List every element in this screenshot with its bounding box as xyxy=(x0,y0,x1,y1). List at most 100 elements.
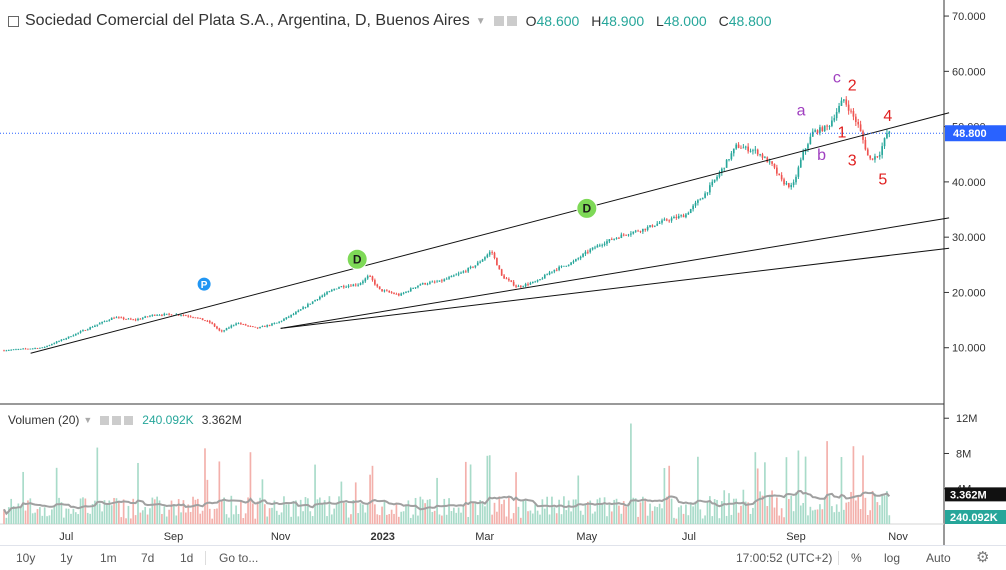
candle-body xyxy=(196,317,199,319)
candle-body xyxy=(706,192,709,194)
candle-body xyxy=(436,281,438,283)
candle-body xyxy=(541,278,544,280)
range-1m-button[interactable]: 1m xyxy=(100,551,117,565)
volume-bar xyxy=(539,514,541,524)
volume-bar xyxy=(448,498,450,524)
candle-body xyxy=(405,291,407,293)
visibility-icon[interactable] xyxy=(100,415,110,425)
collapse-icon[interactable] xyxy=(8,15,19,27)
volume-bar xyxy=(668,465,671,524)
volume-bar xyxy=(677,507,680,524)
chevron-down-icon[interactable]: ▼ xyxy=(475,15,486,27)
volume-bar xyxy=(706,502,709,524)
candle-body xyxy=(886,133,888,139)
volume-bar xyxy=(438,514,441,524)
candle-body xyxy=(692,205,694,210)
volume-bar xyxy=(792,511,795,524)
candle-body xyxy=(374,280,376,285)
volume-bar xyxy=(613,499,615,524)
volume-bar xyxy=(534,504,537,524)
candle-body xyxy=(39,347,41,349)
volume-bar xyxy=(230,495,233,524)
candle-body xyxy=(58,340,60,342)
range-1y-button[interactable]: 1y xyxy=(60,551,73,565)
candle-body xyxy=(859,124,862,132)
candle-body xyxy=(364,278,367,282)
wave-label: 4 xyxy=(883,108,892,125)
volume-bar xyxy=(283,496,285,524)
volume-bar xyxy=(847,501,850,524)
gear-icon[interactable]: ⚙ xyxy=(976,549,990,566)
settings-small-icon[interactable] xyxy=(112,415,122,425)
candle-body xyxy=(163,313,166,316)
volume-bar xyxy=(280,512,283,524)
candle-body xyxy=(878,154,881,157)
goto-button[interactable]: Go to... xyxy=(219,551,259,565)
candle-body xyxy=(297,310,300,313)
visibility-icon[interactable] xyxy=(493,16,504,26)
volume-bar xyxy=(101,511,103,524)
candle-body xyxy=(570,262,572,265)
volume-bar xyxy=(445,514,448,524)
percent-toggle[interactable]: % xyxy=(851,551,862,565)
volume-bar xyxy=(383,501,386,524)
volume-bar xyxy=(216,508,218,524)
volume-bar xyxy=(797,450,800,524)
auto-toggle[interactable]: Auto xyxy=(926,551,951,565)
volume-bar xyxy=(711,516,714,524)
volume-bar xyxy=(632,497,635,524)
candle-body xyxy=(96,324,99,326)
volume-tick-label: 12M xyxy=(956,413,977,425)
candle-body xyxy=(168,313,170,315)
ohlc-high: 48.900 xyxy=(601,13,645,29)
volume-bar xyxy=(735,498,738,524)
volume-bar xyxy=(809,506,812,524)
candle-body xyxy=(481,259,484,262)
volume-bar xyxy=(31,513,34,524)
volume-bar xyxy=(46,516,48,524)
volume-bar xyxy=(826,441,828,524)
candle-body xyxy=(230,325,233,328)
range-10y-button[interactable]: 10y xyxy=(16,551,36,565)
volume-bar xyxy=(680,505,682,524)
volume-bar xyxy=(24,510,27,524)
volume-bar xyxy=(51,509,53,524)
volume-bar xyxy=(91,503,94,524)
candle-body xyxy=(242,324,245,325)
candle-body xyxy=(491,252,493,254)
volume-bar xyxy=(845,502,848,524)
volume-bar xyxy=(551,496,553,524)
volume-bar xyxy=(82,497,84,524)
settings-small-icon[interactable] xyxy=(506,16,517,26)
volume-bar xyxy=(864,497,867,524)
close-icon[interactable] xyxy=(124,415,134,425)
volume-bar xyxy=(637,516,639,524)
volume-bar xyxy=(149,508,151,524)
range-7d-button[interactable]: 7d xyxy=(141,551,155,565)
volume-bar xyxy=(606,516,608,524)
candle-body xyxy=(388,291,391,293)
volume-bar xyxy=(15,507,17,524)
volume-bar xyxy=(713,499,716,524)
time-tick-label: May xyxy=(576,531,597,543)
candle-body xyxy=(665,219,668,221)
chevron-down-icon[interactable]: ▼ xyxy=(83,415,93,425)
volume-bar xyxy=(196,498,199,524)
candle-body xyxy=(642,228,644,232)
candle-body xyxy=(302,307,304,310)
volume-bar xyxy=(39,507,41,524)
volume-bar xyxy=(575,499,577,524)
candle-body xyxy=(453,275,455,277)
candle-body xyxy=(31,348,34,350)
range-1d-button[interactable]: 1d xyxy=(180,551,194,565)
candle-body xyxy=(826,125,828,127)
candle-body xyxy=(632,231,635,234)
log-toggle[interactable]: log xyxy=(884,551,901,565)
price-chart[interactable]: 10.00020.00030.00040.00050.00060.00070.0… xyxy=(0,0,1006,545)
volume-bar xyxy=(187,504,190,524)
candle-body xyxy=(139,318,142,320)
candle-body xyxy=(850,110,852,112)
volume-bar xyxy=(254,518,257,524)
volume-bar xyxy=(201,510,204,524)
candle-body xyxy=(747,146,749,152)
